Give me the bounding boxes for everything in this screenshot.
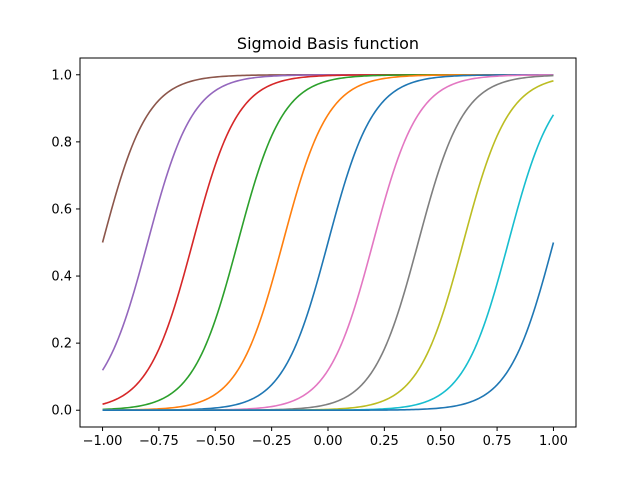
x-tick-label: −0.75 xyxy=(139,434,179,449)
x-tick-label: 0.25 xyxy=(370,434,399,449)
y-tick-label: 1.0 xyxy=(51,68,72,83)
x-tick-label: −1.00 xyxy=(83,434,123,449)
y-tick-label: 0.0 xyxy=(51,404,72,419)
x-tick-label: 0.50 xyxy=(426,434,455,449)
x-axis: −1.00 −0.75 −0.50 −0.25 0.00 0.25 0.50 0.75 1.00 xyxy=(83,427,568,449)
y-tick-label: 0.2 xyxy=(51,337,72,352)
series-line-10 xyxy=(102,114,555,412)
x-tick-label: 1.00 xyxy=(539,434,568,449)
series-line-6 xyxy=(102,73,554,412)
series-line-1 xyxy=(101,73,554,243)
series-line-11 xyxy=(102,242,555,412)
x-tick-label: 0.75 xyxy=(483,434,512,449)
chart-title: Sigmoid Basis function xyxy=(237,34,419,53)
series-layer xyxy=(101,73,555,412)
series-line-2 xyxy=(101,73,554,371)
x-tick-label: 0.00 xyxy=(314,434,343,449)
x-tick-label: −0.50 xyxy=(195,434,235,449)
x-tick-label: −0.25 xyxy=(252,434,292,449)
y-tick-label: 0.4 xyxy=(51,270,72,285)
y-tick-label: 0.6 xyxy=(51,202,72,217)
y-tick-label: 0.8 xyxy=(51,135,72,150)
y-axis: 0.0 0.2 0.4 0.6 0.8 1.0 xyxy=(51,68,80,419)
